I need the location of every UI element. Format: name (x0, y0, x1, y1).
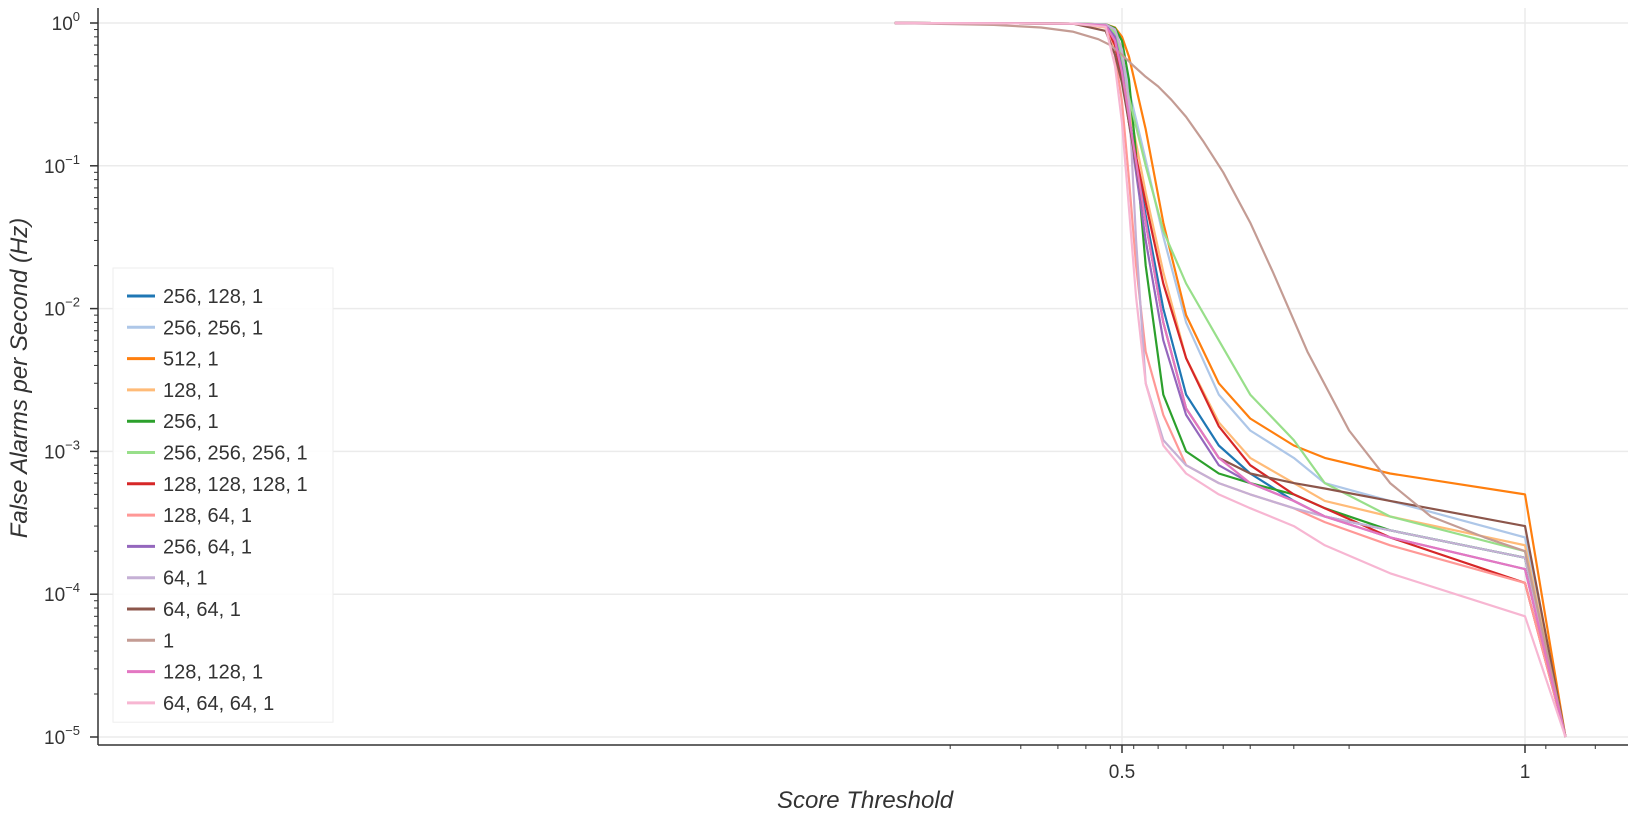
legend-label: 512, 1 (163, 349, 219, 371)
series-line (894, 21, 1567, 738)
x-axis-title: Score Threshold (777, 787, 954, 814)
x-tick-label: 1 (1520, 762, 1531, 783)
series-line (894, 21, 1567, 738)
legend-label: 128, 128, 1 (163, 662, 263, 684)
legend-label: 64, 1 (163, 568, 207, 590)
series-line (894, 21, 1567, 738)
legend-label: 1 (163, 630, 174, 652)
series-line (894, 21, 1567, 738)
legend-label: 256, 1 (163, 411, 219, 433)
x-tick-label: 0.5 (1109, 762, 1135, 783)
legend-label: 256, 256, 1 (163, 317, 263, 339)
series-line (894, 21, 1567, 738)
legend-label: 256, 64, 1 (163, 536, 252, 558)
series-line (894, 21, 1567, 738)
legend-label: 256, 256, 256, 1 (163, 443, 308, 465)
axis-ticks: 100 10−1 10−2 10−3 10−4 10−5 0.5 1 (44, 9, 1596, 783)
legend-label: 128, 64, 1 (163, 505, 252, 527)
series-line (894, 21, 1567, 738)
y-axis-title: False Alarms per Second (Hz) (6, 218, 33, 539)
series-line (894, 21, 1567, 738)
y-tick-label: 10−2 (44, 295, 80, 321)
y-tick-label: 10−4 (44, 580, 80, 606)
series-line (894, 21, 1567, 738)
legend-label: 64, 64, 1 (163, 599, 241, 621)
series-line (894, 21, 1567, 738)
legend-label: 128, 128, 128, 1 (163, 474, 308, 496)
series-line (894, 21, 1567, 738)
series-line (894, 21, 1567, 738)
y-tick-label: 100 (52, 9, 80, 35)
y-tick-label: 10−5 (44, 723, 80, 749)
legend: 256, 128, 1 256, 256, 1 512, 1 128, 1 256, 1… (112, 267, 334, 723)
legend-box (112, 267, 334, 723)
series-line (894, 21, 1567, 738)
legend-label: 64, 64, 64, 1 (163, 693, 274, 715)
y-tick-label: 10−1 (44, 152, 80, 178)
legend-label: 256, 128, 1 (163, 286, 263, 308)
y-tick-label: 10−3 (44, 437, 80, 463)
legend-label: 128, 1 (163, 380, 219, 402)
series-lines (894, 21, 1567, 738)
series-line (894, 21, 1567, 738)
grid-lines (98, 8, 1628, 745)
axes-spines (97, 8, 1628, 746)
